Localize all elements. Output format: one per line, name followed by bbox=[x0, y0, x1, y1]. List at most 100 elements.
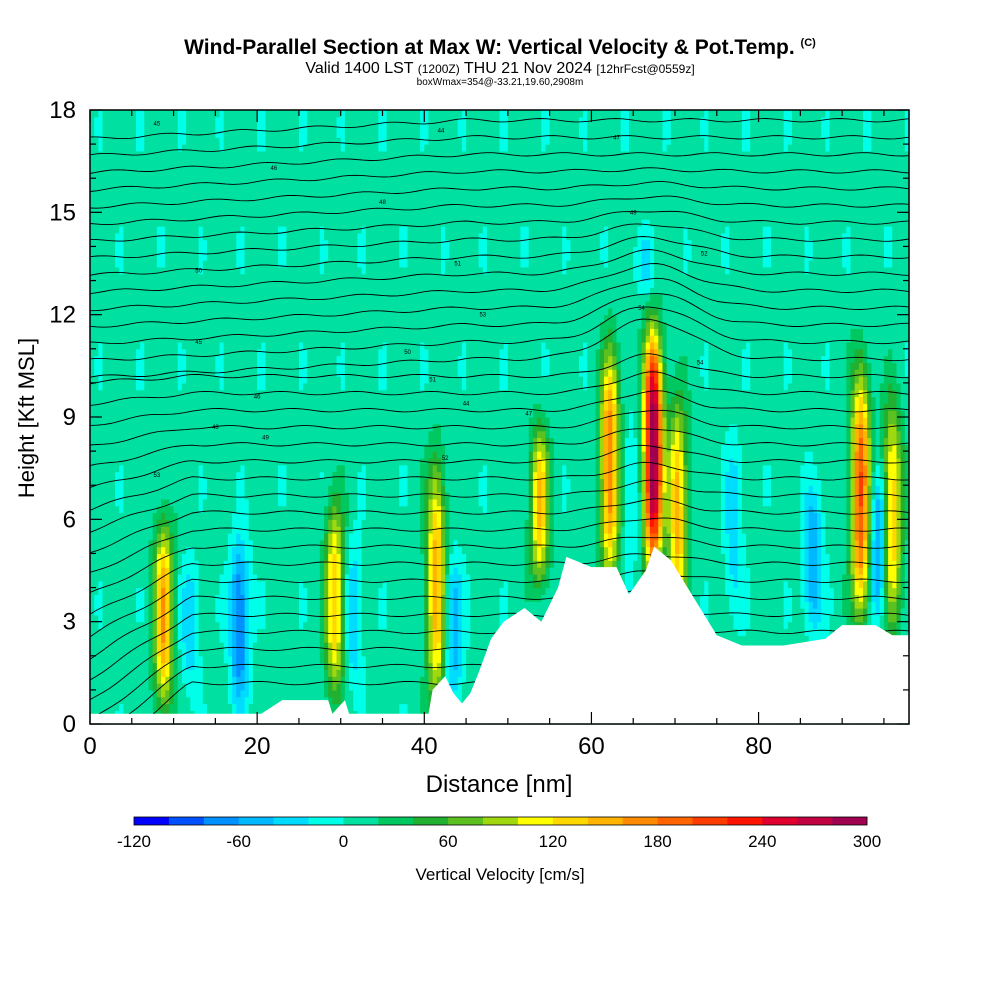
w-cell bbox=[336, 464, 342, 493]
w-cell bbox=[649, 321, 655, 329]
w-cell bbox=[273, 110, 279, 725]
w-cell bbox=[257, 150, 262, 350]
w-cell bbox=[198, 512, 204, 657]
w-cell bbox=[879, 478, 885, 500]
w-cell bbox=[624, 437, 630, 630]
w-cell bbox=[691, 110, 697, 725]
w-cell bbox=[202, 239, 208, 261]
w-cell bbox=[867, 150, 872, 364]
theta-contour-label: 46 bbox=[271, 166, 278, 172]
w-cell bbox=[181, 553, 187, 589]
w-cell bbox=[353, 669, 359, 711]
w-cell bbox=[654, 314, 659, 329]
w-cell bbox=[152, 662, 158, 691]
w-cell bbox=[503, 580, 509, 630]
w-cell bbox=[290, 110, 296, 725]
w-cell bbox=[766, 505, 772, 705]
w-cell bbox=[152, 539, 158, 561]
w-cell bbox=[520, 110, 526, 227]
w-cell bbox=[181, 642, 187, 684]
w-cell bbox=[532, 423, 538, 439]
w-cell bbox=[541, 471, 547, 527]
w-cell bbox=[825, 553, 831, 643]
colorbar-swatch bbox=[448, 817, 484, 825]
w-cell bbox=[867, 410, 872, 439]
w-cell bbox=[733, 464, 739, 589]
w-cell bbox=[420, 110, 425, 152]
w-cell bbox=[344, 526, 350, 575]
w-cell bbox=[161, 110, 166, 227]
w-cell bbox=[532, 403, 538, 425]
w-cell bbox=[424, 478, 430, 671]
w-cell bbox=[215, 137, 221, 357]
w-cell bbox=[202, 498, 208, 705]
w-cell bbox=[808, 260, 814, 452]
w-cell bbox=[135, 348, 141, 391]
w-cell bbox=[344, 573, 350, 650]
w-cell bbox=[457, 546, 463, 575]
w-cell bbox=[319, 471, 325, 479]
theta-contour-label: 47 bbox=[525, 412, 532, 418]
w-cell bbox=[654, 464, 659, 500]
w-cell bbox=[165, 703, 170, 718]
w-cell bbox=[466, 110, 471, 575]
colorbar-swatch bbox=[134, 817, 170, 825]
w-cell bbox=[202, 478, 208, 500]
w-cell bbox=[186, 573, 191, 671]
w-cell bbox=[670, 417, 676, 432]
w-cell bbox=[424, 110, 430, 145]
w-cell bbox=[888, 601, 893, 623]
theta-contour bbox=[89, 428, 910, 466]
w-cell bbox=[858, 362, 864, 377]
w-cell bbox=[236, 553, 242, 575]
w-cell bbox=[649, 294, 655, 309]
w-cell bbox=[746, 110, 751, 152]
w-cell bbox=[378, 587, 384, 630]
w-cell bbox=[649, 526, 655, 534]
w-cell bbox=[612, 539, 618, 561]
w-cell bbox=[169, 505, 175, 534]
w-cell bbox=[662, 389, 668, 418]
w-cell bbox=[746, 150, 751, 343]
w-cell bbox=[883, 225, 889, 268]
w-cell bbox=[135, 389, 141, 589]
w-cell bbox=[223, 662, 229, 725]
w-cell bbox=[94, 355, 99, 377]
w-cell bbox=[399, 505, 404, 705]
w-cell bbox=[219, 150, 225, 343]
w-cell bbox=[645, 526, 651, 541]
w-cell bbox=[156, 532, 162, 548]
w-cell bbox=[608, 341, 613, 357]
w-cell bbox=[428, 614, 434, 664]
w-cell bbox=[478, 471, 484, 507]
w-cell bbox=[888, 621, 893, 636]
w-cell bbox=[140, 587, 145, 623]
w-cell bbox=[420, 341, 425, 391]
w-cell bbox=[666, 376, 672, 404]
w-cell bbox=[420, 457, 425, 555]
w-cell bbox=[679, 110, 684, 357]
w-cell bbox=[817, 478, 822, 514]
w-cell bbox=[645, 239, 651, 282]
w-cell bbox=[900, 410, 906, 445]
w-cell bbox=[94, 594, 99, 616]
w-cell bbox=[649, 314, 655, 323]
w-cell bbox=[319, 110, 325, 227]
w-cell bbox=[850, 601, 856, 623]
w-cell bbox=[658, 321, 664, 336]
w-cell bbox=[762, 464, 768, 507]
w-cell bbox=[888, 382, 893, 411]
w-cell bbox=[612, 341, 618, 357]
w-cell bbox=[445, 260, 450, 493]
w-cell bbox=[278, 110, 283, 227]
w-cell bbox=[332, 676, 338, 691]
theta-contour-label: 52 bbox=[701, 251, 708, 257]
w-cell bbox=[340, 464, 346, 514]
w-cell bbox=[871, 601, 877, 636]
w-cell bbox=[127, 110, 133, 725]
w-cell bbox=[645, 307, 651, 323]
w-cell bbox=[482, 464, 488, 514]
w-cell bbox=[545, 144, 551, 350]
w-cell bbox=[658, 539, 664, 548]
w-cell bbox=[825, 341, 831, 391]
